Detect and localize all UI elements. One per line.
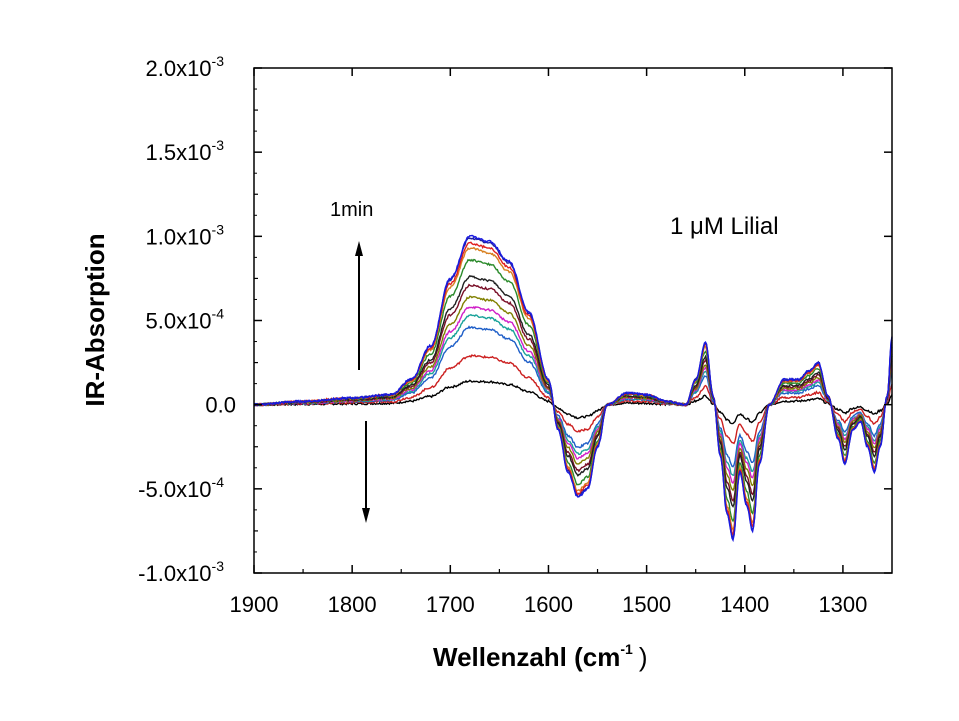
x-axis-title-close: )	[639, 642, 648, 672]
x-tick-label: 1900	[230, 592, 279, 617]
x-axis: 1900 1800 1700 1600 1500 1400 1300	[230, 68, 867, 617]
time-label: 1min	[330, 199, 373, 221]
x-tick-label: 1700	[426, 592, 475, 617]
y-tick-label: 5.0x10-4	[145, 306, 224, 334]
arrow-up	[355, 241, 363, 370]
x-tick-label: 1300	[818, 592, 867, 617]
series-line	[253, 234, 893, 543]
series-line	[253, 379, 893, 425]
y-tick-label: 2.0x10-3	[145, 53, 224, 81]
series-curves	[253, 234, 893, 543]
x-axis-title-main: Wellenzahl (cm	[433, 642, 620, 672]
x-tick-label: 1800	[328, 592, 377, 617]
y-tick-label: -1.0x10-3	[138, 558, 224, 586]
y-axis-title: IR-Absorption	[80, 233, 110, 406]
arrow-down	[362, 421, 370, 523]
series-line	[253, 354, 893, 445]
y-tick-label: -5.0x10-4	[138, 474, 224, 502]
x-axis-title-sup: -1	[620, 641, 633, 657]
x-axis-title: Wellenzahl (cm-1)	[433, 641, 647, 672]
sample-label: 1 μM Lilial	[670, 213, 779, 240]
plot-frame	[253, 67, 893, 574]
y-tick-label: 1.0x10-3	[145, 221, 224, 249]
x-tick-label: 1400	[720, 592, 769, 617]
x-tick-label: 1600	[524, 592, 573, 617]
y-tick-label: 0.0	[205, 393, 236, 418]
y-axis: 2.0x10-3 1.5x10-3 1.0x10-3 5.0x10-4 0.0 -5.0x…	[138, 53, 892, 586]
y-tick-label: 1.5x10-3	[145, 137, 224, 165]
x-tick-label: 1500	[622, 592, 671, 617]
